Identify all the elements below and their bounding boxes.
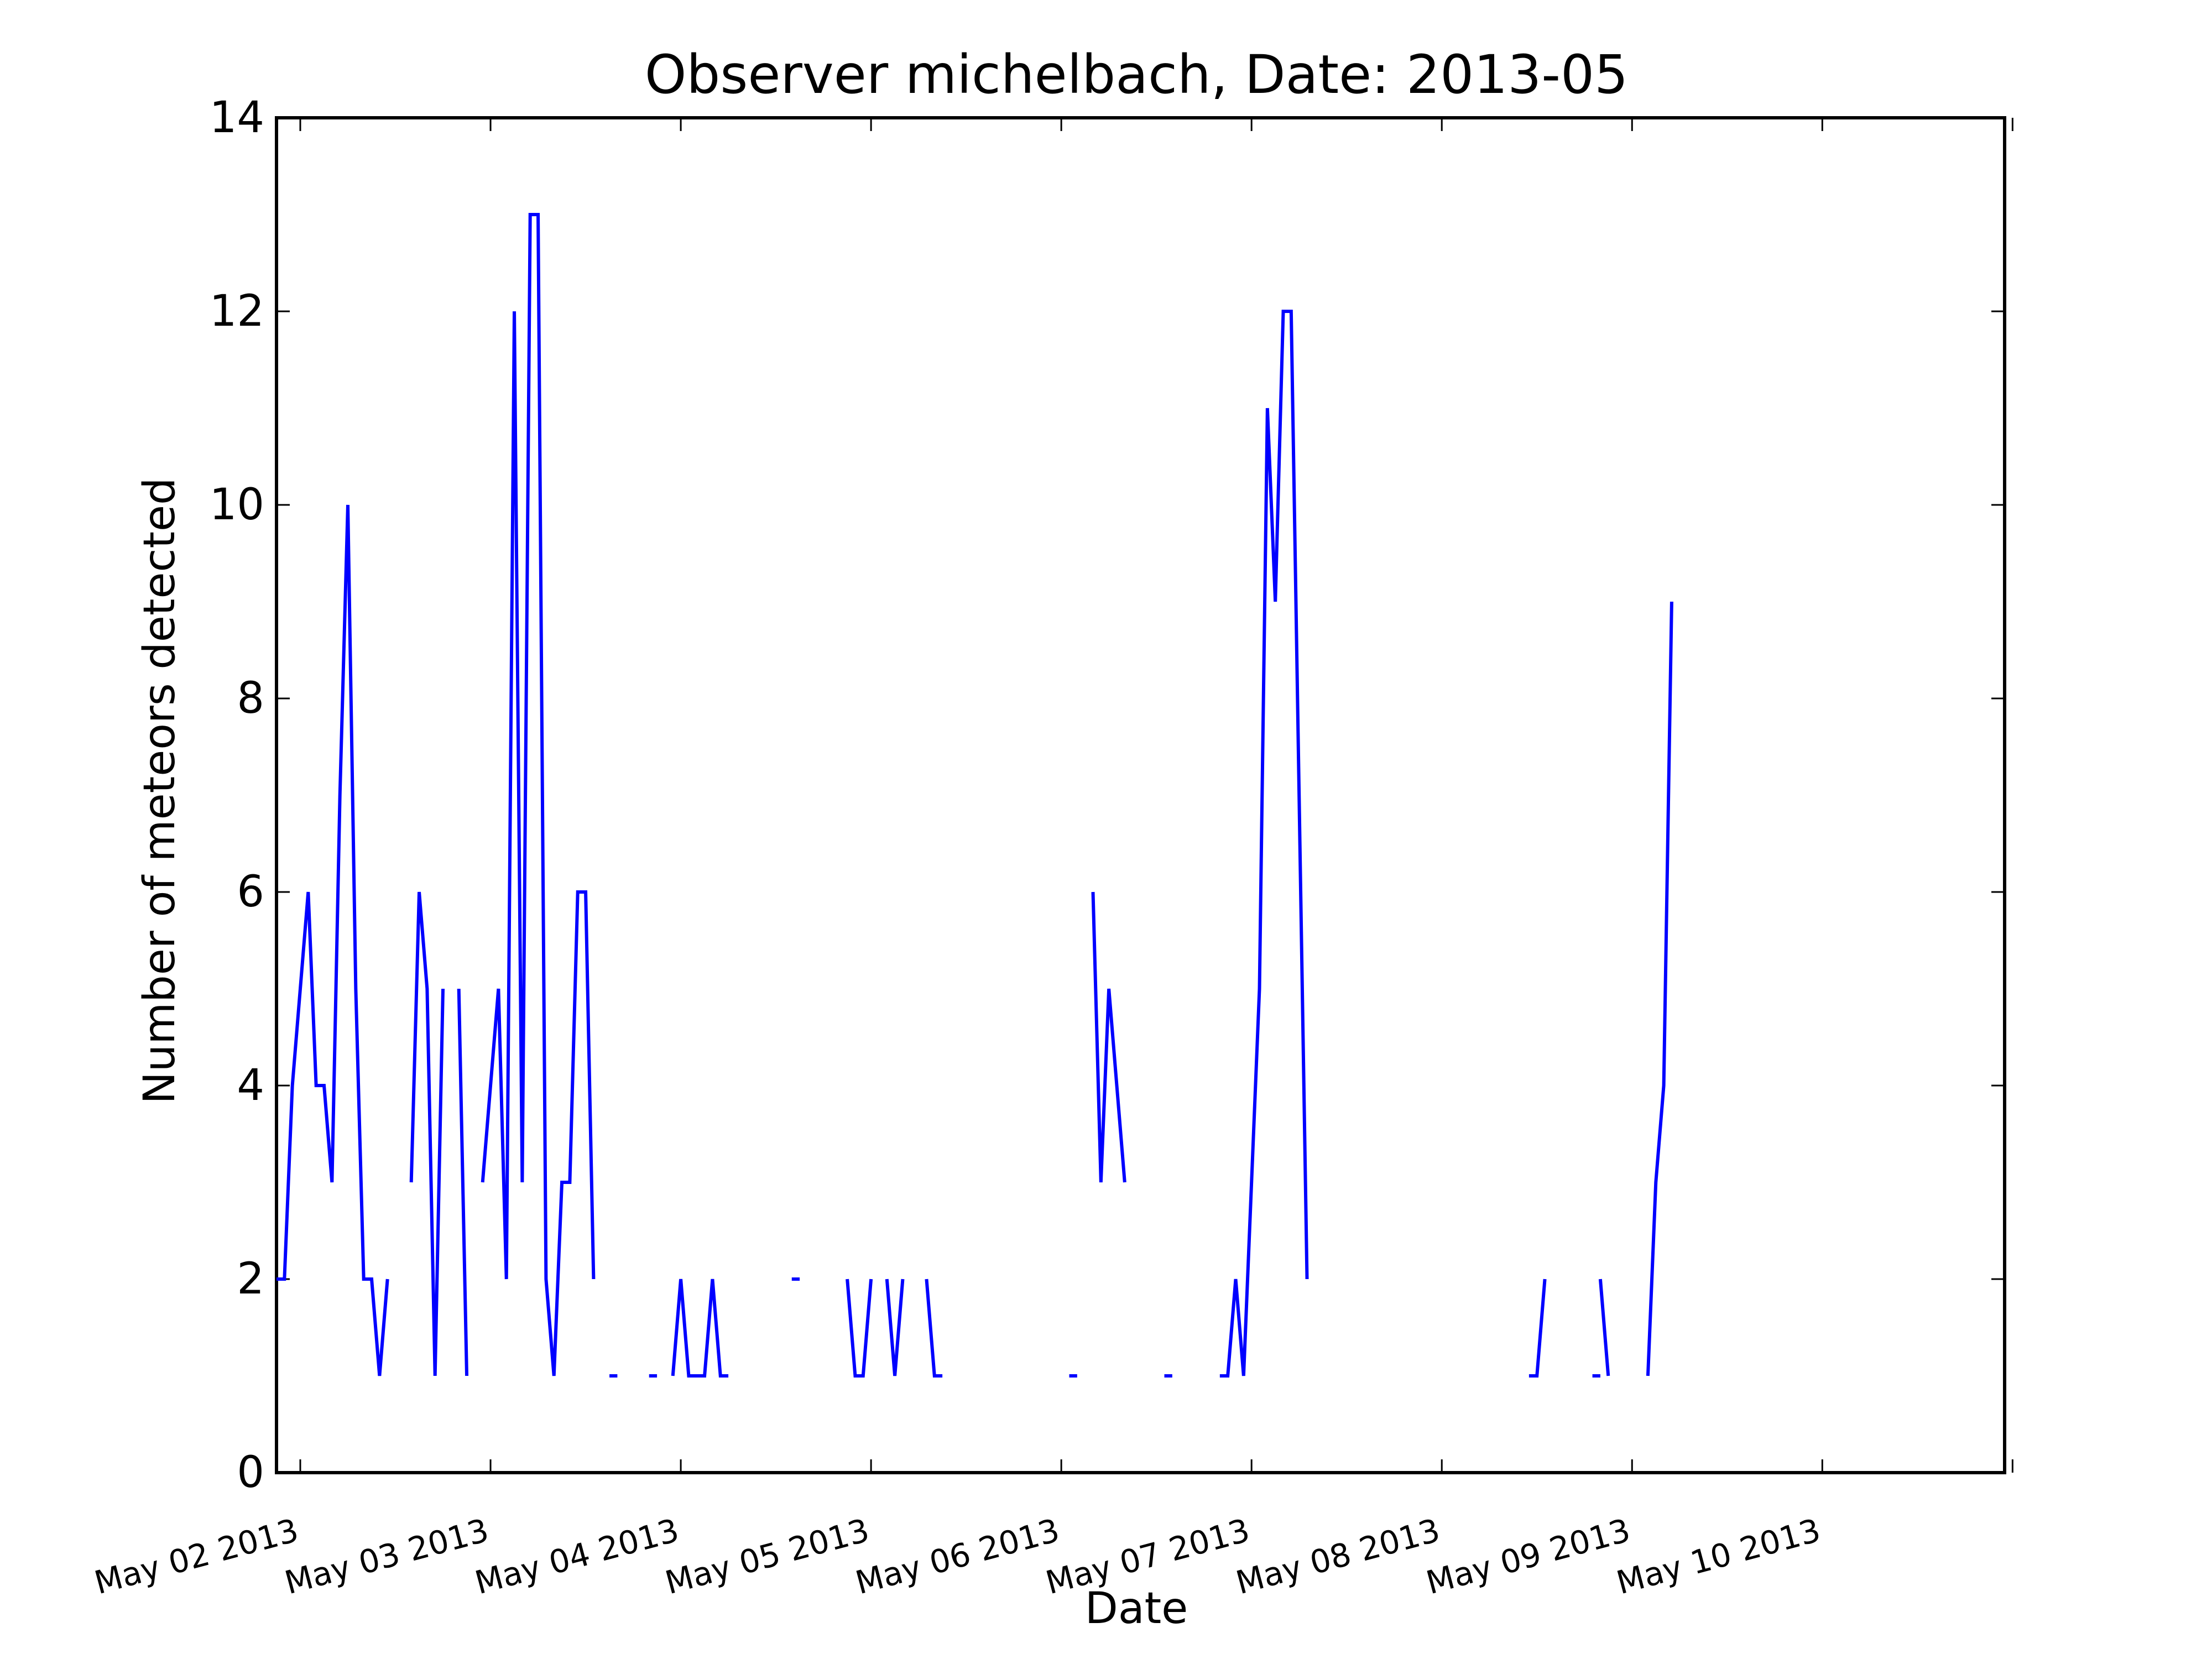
plot-area	[275, 116, 2006, 1474]
chart-title: Observer michelbach, Date: 2013-05	[645, 44, 1628, 106]
series-segment	[885, 1279, 905, 1376]
x-tick-label: May 03 2013	[281, 1511, 493, 1602]
series-layer	[276, 213, 1673, 1378]
y-tick-label: 6	[237, 867, 264, 917]
x-tick-label: May 09 2013	[1422, 1511, 1634, 1602]
x-axis-label: Date	[1085, 1584, 1188, 1634]
series-segment	[1219, 310, 1309, 1378]
series-segment	[1598, 1279, 1610, 1376]
y-tick-label: 2	[237, 1254, 264, 1304]
series-segment	[1091, 891, 1126, 1183]
y-tick-label: 4	[237, 1061, 264, 1110]
y-tick-label: 12	[210, 286, 264, 336]
y-tick-label: 0	[237, 1448, 264, 1498]
series-segment	[1528, 1279, 1547, 1378]
series-segment	[276, 504, 389, 1376]
y-axis-ticks: 0 2 4 6 8 10 12 14	[210, 93, 2005, 1498]
x-tick-label: May 10 2013	[1613, 1511, 1824, 1602]
series-segment	[1646, 601, 1673, 1376]
series-segment	[457, 988, 469, 1376]
series-segment	[846, 1279, 873, 1378]
y-axis-label: Number of meteors detected	[135, 478, 185, 1104]
series-segment	[671, 1279, 729, 1378]
y-tick-label: 10	[210, 480, 264, 530]
x-tick-label: May 08 2013	[1232, 1511, 1444, 1602]
x-tick-label: May 06 2013	[852, 1511, 1063, 1602]
y-tick-label: 8	[237, 674, 264, 723]
x-tick-label: May 02 2013	[91, 1511, 302, 1602]
x-tick-label: May 04 2013	[471, 1511, 683, 1602]
y-tick-label: 14	[210, 93, 264, 143]
series-segment	[481, 213, 596, 1376]
x-tick-label: May 05 2013	[661, 1511, 873, 1602]
series-segment	[925, 1279, 943, 1378]
series-segment	[409, 891, 445, 1376]
